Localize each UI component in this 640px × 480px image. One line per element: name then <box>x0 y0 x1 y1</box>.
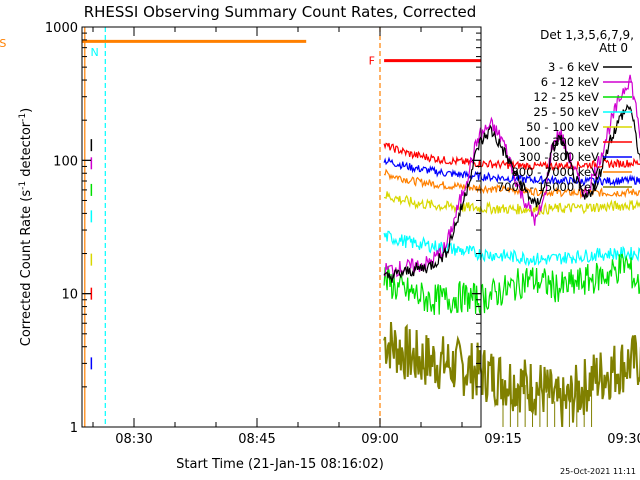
legend-entry-label: 7000 - 15000 keV <box>497 180 599 194</box>
x-tick-label: 08:45 <box>238 432 275 447</box>
x-tick-label: 09:00 <box>361 432 398 447</box>
series-line-100-300-kev <box>383 142 640 172</box>
y-tick-label: 1 <box>70 421 78 436</box>
y-axis-label: Corrected Count Rate (s-1 detector-1) <box>18 108 34 346</box>
x-tick-label: 09:30 <box>607 432 640 447</box>
flag-label-f: F <box>369 55 375 68</box>
legend-header-detectors: Det 1,3,5,6,7,9, <box>540 28 634 42</box>
chart-title: RHESSI Observing Summary Count Rates, Co… <box>84 3 477 21</box>
legend-header-attenuator: Att 0 <box>599 41 628 55</box>
flag-label-n: N <box>91 46 99 59</box>
series-line-3-6-kev <box>383 103 640 283</box>
legend-entry-label: 3 - 6 keV <box>548 60 599 74</box>
series-line-6-12-kev <box>383 74 640 278</box>
legend-entry-label: 6 - 12 keV <box>541 75 599 89</box>
legend-entry-label: 300 - 800 keV <box>519 150 599 164</box>
x-axis-label: Start Time (21-Jan-15 08:16:02) <box>176 457 384 472</box>
series-line-50-100-kev <box>383 191 640 217</box>
legend-entry-label: 100 - 300 keV <box>519 135 599 149</box>
x-tick-label: 08:30 <box>115 432 152 447</box>
series-line-300-800-kev <box>383 156 640 187</box>
y-axis-label-main: Corrected Count Rate (s <box>19 190 34 347</box>
series-line-25-50-kev <box>383 230 640 267</box>
footer-timestamp: 25-Oct-2021 11:11 <box>560 467 636 476</box>
legend-entry-label: 50 - 100 keV <box>526 120 599 134</box>
y-axis-label-sup1: -1 <box>18 181 28 190</box>
y-axis-label-sup2: -1 <box>18 113 28 122</box>
y-tick-label: 100 <box>53 154 78 169</box>
series-line-800-7000-kev <box>383 168 640 200</box>
y-tick-label: 10 <box>61 288 78 303</box>
series-line-7000-15000-kev <box>383 321 640 428</box>
plot-area: S N F <box>0 27 640 428</box>
series-line-12-25-kev <box>383 253 640 316</box>
y-tick-label: 1000 <box>45 21 78 36</box>
x-tick-label: 09:15 <box>484 432 521 447</box>
legend-entry-label: 800 - 7000 keV <box>511 165 599 179</box>
y-axis-label-end: ) <box>19 108 34 113</box>
flag-label-s: S <box>0 37 6 50</box>
legend-entry-label: 12 - 25 keV <box>533 90 599 104</box>
y-axis-label-mid: detector <box>19 121 34 181</box>
plot-frame <box>81 26 482 428</box>
legend-entry-label: 25 - 50 keV <box>533 105 599 119</box>
